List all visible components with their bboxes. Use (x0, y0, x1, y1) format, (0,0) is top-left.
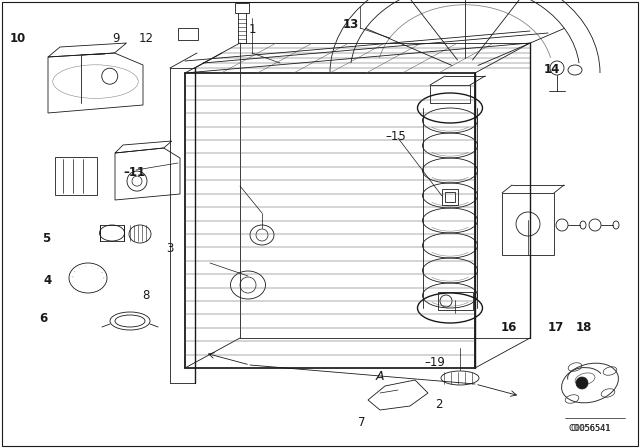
Text: 8: 8 (142, 289, 150, 302)
Bar (178, 28, 198, 40)
Text: –11: –11 (124, 166, 145, 179)
Text: C0056541: C0056541 (568, 423, 611, 432)
Bar (438, 292, 473, 310)
Text: 9: 9 (113, 31, 120, 45)
Text: 4: 4 (44, 273, 52, 287)
Text: 7: 7 (358, 415, 365, 429)
Text: 10: 10 (10, 31, 26, 45)
Bar (100, 225, 124, 241)
Text: 6: 6 (40, 311, 47, 325)
Text: 5: 5 (42, 232, 50, 245)
Bar (235, 3, 249, 13)
Text: C0056541: C0056541 (570, 423, 610, 432)
Bar (55, 157, 97, 195)
Bar (445, 192, 455, 202)
Text: 16: 16 (500, 320, 517, 334)
Text: A: A (376, 370, 384, 383)
Text: –19: –19 (425, 356, 445, 370)
Text: 14: 14 (543, 63, 560, 76)
Bar (430, 85, 470, 103)
Text: 17: 17 (547, 320, 564, 334)
Circle shape (576, 377, 588, 389)
Bar (442, 189, 458, 205)
Text: –15: –15 (385, 130, 406, 143)
Bar (502, 193, 554, 255)
Text: 12: 12 (138, 31, 154, 45)
Text: 3: 3 (166, 242, 173, 255)
Text: 1: 1 (249, 22, 257, 36)
Text: 18: 18 (575, 320, 592, 334)
Text: 2: 2 (435, 397, 442, 411)
Text: 13: 13 (342, 18, 359, 31)
